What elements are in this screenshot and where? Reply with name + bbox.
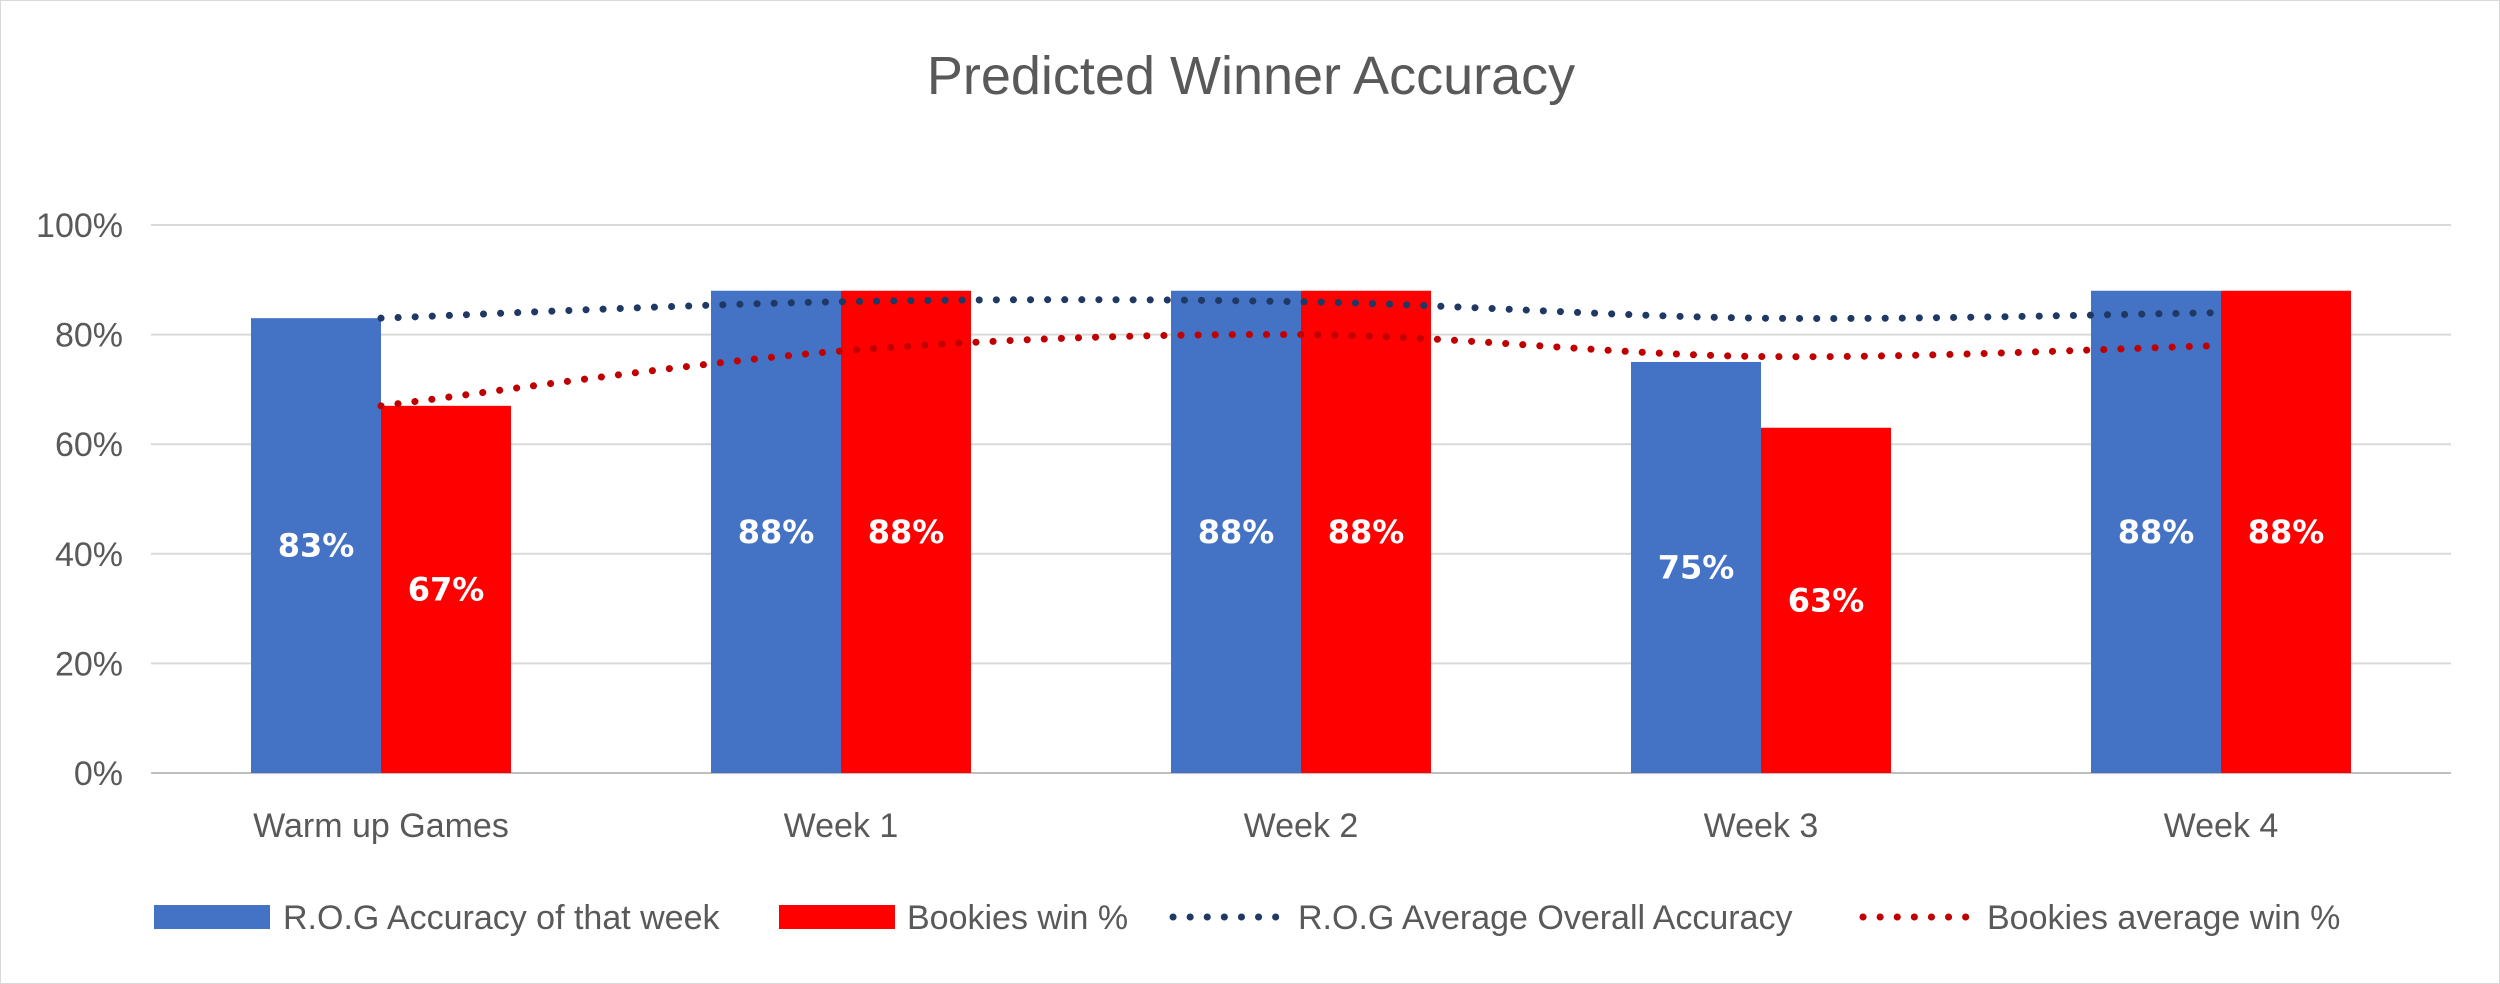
y-tick-label: 100% — [36, 207, 123, 245]
data-label: 88% — [1198, 513, 1275, 551]
y-axis-ticks: 0% 20% 40% 60% 80% 100% — [36, 207, 123, 793]
data-label: 88% — [738, 513, 815, 551]
trend-lines — [377, 296, 2225, 410]
bars — [251, 290, 2351, 773]
data-label: 88% — [868, 513, 945, 551]
x-category-label: Week 2 — [1244, 807, 1359, 845]
legend-label: R.O.G Average Overall Accuracy — [1298, 899, 1792, 937]
bar-bookies — [841, 290, 971, 773]
data-label: 83% — [278, 527, 355, 565]
bar-rog — [1171, 290, 1301, 773]
legend-item: R.O.G Accuracy of that week — [154, 899, 721, 937]
y-tick-label: 20% — [55, 645, 123, 683]
legend-label: R.O.G Accuracy of that week — [283, 899, 721, 937]
x-category-label: Week 3 — [1704, 807, 1819, 845]
bar-bookies — [1301, 290, 1431, 773]
data-label: 67% — [408, 570, 485, 608]
y-tick-label: 60% — [55, 426, 123, 464]
bar-rog — [2091, 290, 2221, 773]
bar-bookies — [381, 405, 511, 773]
data-label: 88% — [1328, 513, 1405, 551]
data-label: 75% — [1658, 549, 1735, 587]
bar-rog — [251, 318, 381, 773]
data-labels: 83% 88% 88% 75% 88% 67% 88% 88% 63% 88% — [278, 513, 2325, 620]
bar-bookies — [1761, 427, 1891, 773]
x-axis-categories: Warm up Games Week 1 Week 2 Week 3 Week 4 — [253, 807, 2278, 845]
chart-title: Predicted Winner Accuracy — [927, 46, 1575, 106]
bar-bookies — [2221, 290, 2351, 773]
rog-average-line — [377, 296, 2225, 322]
data-label: 63% — [1788, 581, 1865, 619]
legend: R.O.G Accuracy of that week Bookies win %… — [154, 899, 2340, 937]
legend-label: Bookies win % — [907, 899, 1128, 937]
x-category-label: Week 4 — [2164, 807, 2279, 845]
legend-item: Bookies average win % — [1859, 899, 2340, 937]
x-category-label: Week 1 — [784, 807, 899, 845]
y-tick-label: 40% — [55, 536, 123, 574]
data-label: 88% — [2248, 513, 2325, 551]
legend-label: Bookies average win % — [1987, 899, 2340, 937]
bar-rog — [1631, 362, 1761, 773]
legend-item: R.O.G Average Overall Accuracy — [1169, 899, 1792, 937]
x-category-label: Warm up Games — [253, 807, 509, 845]
bookies-average-line — [377, 331, 2225, 410]
bar-rog — [711, 290, 841, 773]
legend-item: Bookies win % — [779, 899, 1128, 937]
y-tick-label: 0% — [74, 755, 123, 793]
data-label: 88% — [2118, 513, 2195, 551]
legend-swatch — [154, 905, 270, 929]
legend-swatch — [779, 905, 895, 929]
y-tick-label: 80% — [55, 317, 123, 355]
